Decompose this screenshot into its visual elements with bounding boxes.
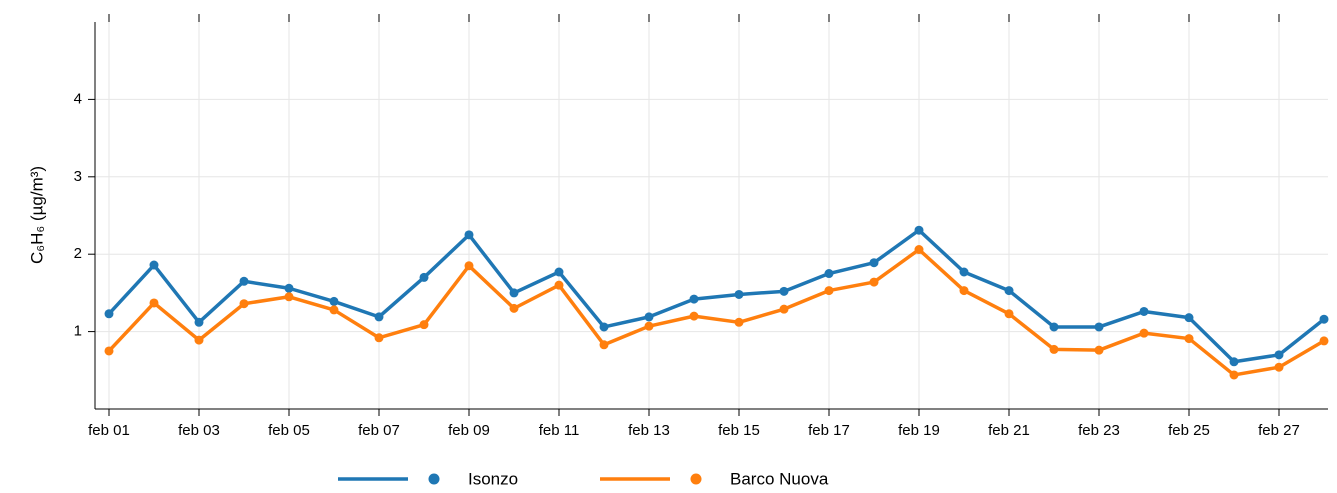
point [554, 280, 564, 290]
point [1139, 306, 1149, 316]
point [1094, 322, 1104, 332]
point [1229, 370, 1239, 380]
point [599, 322, 609, 332]
point [779, 286, 789, 296]
point [1319, 336, 1329, 346]
x-tick-label: feb 27 [1258, 422, 1300, 439]
legend-label: Isonzo [468, 469, 518, 488]
point [599, 340, 609, 350]
x-tick-label: feb 11 [539, 422, 580, 439]
x-tick-label: feb 09 [448, 422, 490, 439]
point [284, 292, 294, 302]
point [734, 317, 744, 327]
point [824, 269, 834, 279]
y-axis-label: C₆H₆ (µg/m³) [27, 166, 46, 264]
point [554, 267, 564, 277]
point [824, 286, 834, 296]
point [959, 286, 969, 296]
point [239, 276, 249, 286]
point [689, 294, 699, 304]
point [1049, 344, 1059, 354]
point [239, 299, 249, 309]
point [959, 267, 969, 277]
point [104, 346, 114, 356]
legend-label: Barco Nuova [730, 469, 829, 488]
point [1184, 334, 1194, 344]
point [869, 258, 879, 268]
series-line [107, 247, 1325, 377]
point [644, 312, 654, 322]
point [104, 309, 114, 319]
x-tick-label: feb 03 [178, 422, 220, 439]
point [1094, 345, 1104, 355]
point [284, 283, 294, 293]
point [914, 245, 924, 255]
point [329, 305, 339, 315]
x-tick-label: feb 17 [808, 422, 850, 439]
y-tick-label: 1 [74, 323, 82, 340]
x-tick-label: feb 07 [358, 422, 400, 439]
point [1274, 362, 1284, 372]
point [869, 277, 879, 287]
legend-dot [428, 473, 440, 485]
point [644, 321, 654, 331]
point [509, 288, 519, 298]
point [779, 304, 789, 314]
x-tick-label: feb 01 [88, 422, 130, 439]
point [1049, 322, 1059, 332]
x-tick-label: feb 21 [988, 422, 1030, 439]
point [374, 333, 384, 343]
point [914, 225, 924, 235]
point [464, 230, 474, 240]
x-tick-label: feb 05 [268, 422, 310, 439]
point [419, 320, 429, 330]
point [419, 272, 429, 282]
point [689, 311, 699, 321]
x-tick-label: feb 15 [718, 422, 760, 439]
point [149, 298, 159, 308]
point [149, 260, 159, 270]
point [1139, 328, 1149, 338]
point [734, 289, 744, 299]
series-line [107, 228, 1326, 364]
legend-dot [690, 473, 702, 485]
x-tick-label: feb 13 [628, 422, 670, 439]
x-tick-label: feb 23 [1078, 422, 1120, 439]
point [1184, 313, 1194, 323]
point [1229, 357, 1239, 367]
point [374, 312, 384, 322]
point [1004, 286, 1014, 296]
y-tick-label: 3 [74, 168, 82, 185]
point [1004, 309, 1014, 319]
y-tick-label: 4 [74, 90, 82, 107]
point [1274, 350, 1284, 360]
point [329, 296, 339, 306]
x-tick-label: feb 19 [898, 422, 940, 439]
point [509, 303, 519, 313]
y-tick-label: 2 [74, 245, 82, 262]
point [194, 335, 204, 345]
point [194, 317, 204, 327]
point [1319, 314, 1329, 324]
x-tick-label: feb 25 [1168, 422, 1210, 439]
point [464, 261, 474, 271]
